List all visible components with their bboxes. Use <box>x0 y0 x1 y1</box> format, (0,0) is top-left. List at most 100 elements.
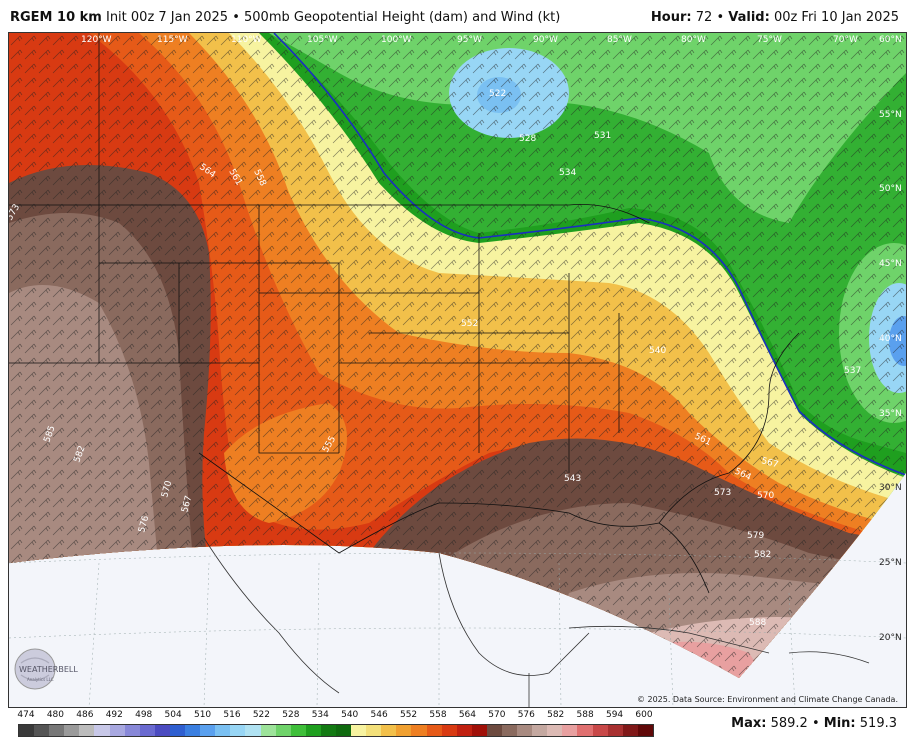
legend-tick-label: 534 <box>311 710 329 720</box>
legend-labels: 474 480 486 492 498 504 510 516 522 528 534 540 546 5… <box>17 708 658 722</box>
legend-tick-label: 498 <box>135 710 153 720</box>
logo-text: WEATHERBELL <box>19 665 78 674</box>
lat-label: 55°N <box>879 110 902 120</box>
legend-swatch <box>139 725 155 736</box>
legend-swatch <box>200 725 216 736</box>
legend-bar <box>18 724 654 737</box>
legend-tick-label: 564 <box>458 710 477 720</box>
legend-swatch <box>109 725 125 736</box>
lon-label: 70°W <box>833 35 858 45</box>
legend-swatch <box>260 725 276 736</box>
max-value: 589.2 <box>770 716 808 731</box>
legend-swatch <box>290 725 306 736</box>
legend-tick-label: 546 <box>370 710 388 720</box>
legend-swatch <box>441 725 457 736</box>
legend-swatch <box>532 725 548 736</box>
lon-label: 85°W <box>607 35 632 45</box>
contour-label: 570 <box>160 479 174 498</box>
coastlines <box>203 537 870 707</box>
lon-label: 80°W <box>681 35 706 45</box>
init-time: Init 00z 7 Jan 2025 <box>105 10 229 25</box>
hour-value: 72 <box>695 10 713 25</box>
weather-map[interactable]: 120°W 115°W 110°W 105°W 100°W 95°W 90°W … <box>8 32 907 708</box>
weatherbell-logo: WEATHERBELL Analytics LLC <box>13 645 93 693</box>
contour-label: 531 <box>594 131 611 141</box>
lat-label: 40°N <box>879 334 902 344</box>
legend-swatch <box>49 725 65 736</box>
lon-label: 100°W <box>381 35 412 45</box>
legend-swatch <box>547 725 563 736</box>
legend-swatch <box>411 725 427 736</box>
contour-label: 567 <box>760 456 779 470</box>
boundaries <box>9 33 800 594</box>
valid-bullet: • <box>716 10 725 25</box>
contour-label: 528 <box>519 134 536 144</box>
legend-tick-label: 600 <box>635 710 653 720</box>
legend-tick-label: 582 <box>547 710 565 720</box>
legend-swatch <box>562 725 578 736</box>
logo-subtext: Analytics LLC <box>27 677 54 682</box>
legend-tick-label: 504 <box>164 710 182 720</box>
legend-swatch <box>215 725 231 736</box>
legend-swatch <box>154 725 170 736</box>
legend-swatch <box>275 725 291 736</box>
contour-label: 567 <box>180 495 194 514</box>
lon-label: 105°W <box>307 35 338 45</box>
legend-swatch <box>396 725 412 736</box>
legend-tick-label: 522 <box>252 710 271 720</box>
legend-swatch <box>607 725 623 736</box>
legend-tick-label: 558 <box>429 710 447 720</box>
lon-label: 75°W <box>757 35 782 45</box>
legend-swatch <box>320 725 336 736</box>
valid-value: 00z Fri 10 Jan 2025 <box>773 10 899 25</box>
map-canvas: 120°W 115°W 110°W 105°W 100°W 95°W 90°W … <box>9 33 906 707</box>
legend-tick-label: 528 <box>282 710 300 720</box>
legend-tick-label: 474 <box>17 710 35 720</box>
legend-tick-label: 492 <box>105 710 123 720</box>
legend-tick-label: 480 <box>46 710 65 720</box>
legend-swatch <box>577 725 593 736</box>
lon-label: 90°W <box>533 35 558 45</box>
latitude-labels: 60°N 55°N 50°N 45°N 40°N 35°N 30°N 25°N … <box>879 35 902 643</box>
legend-swatch <box>471 725 487 736</box>
contour-label: 543 <box>564 474 581 484</box>
legend-tick-label: 540 <box>341 710 359 720</box>
legend-swatch <box>502 725 518 736</box>
lat-label: 50°N <box>879 184 902 194</box>
lat-label: 30°N <box>879 483 902 493</box>
height-field <box>9 33 906 678</box>
lat-label: 35°N <box>879 409 902 419</box>
contour-label: 576 <box>137 514 151 533</box>
lon-label: 120°W <box>81 35 112 45</box>
legend-swatch <box>622 725 638 736</box>
legend-swatch <box>517 725 533 736</box>
legend-tick-label: 516 <box>223 710 241 720</box>
legend-tick-label: 594 <box>605 710 624 720</box>
legend-swatch <box>124 725 140 736</box>
lon-label: 110°W <box>231 35 262 45</box>
max-label: Max: <box>731 716 767 731</box>
legend-swatch <box>637 725 653 736</box>
copyright-notice: © 2025. Data Source: Environment and Cli… <box>636 695 898 704</box>
legend-swatch <box>19 725 35 736</box>
stats-separator: • <box>811 716 820 731</box>
contour-label: 537 <box>844 366 861 376</box>
header: RGEM 10 km Init 00z 7 Jan 2025 • 500mb G… <box>0 0 913 32</box>
legend-swatch <box>245 725 261 736</box>
legend-swatch <box>351 725 367 736</box>
lat-label: 20°N <box>879 633 902 643</box>
legend-swatch <box>79 725 95 736</box>
legend-swatch <box>185 725 201 736</box>
legend-swatch <box>230 725 246 736</box>
lon-label: 115°W <box>157 35 188 45</box>
legend-tick-label: 570 <box>488 710 506 720</box>
valid-label: Valid: <box>728 10 770 25</box>
legend-swatch <box>169 725 186 736</box>
product-name: 500mb Geopotential Height (dam) and Wind… <box>244 10 561 25</box>
legend-tick-label: 552 <box>399 710 418 720</box>
contour-label: 522 <box>489 89 506 99</box>
legend-swatch <box>305 725 321 736</box>
max-min-stats: Max: 589.2 • Min: 519.3 <box>731 716 897 731</box>
contour-label: 552 <box>461 319 478 329</box>
map-title: RGEM 10 km Init 00z 7 Jan 2025 • 500mb G… <box>10 10 560 25</box>
